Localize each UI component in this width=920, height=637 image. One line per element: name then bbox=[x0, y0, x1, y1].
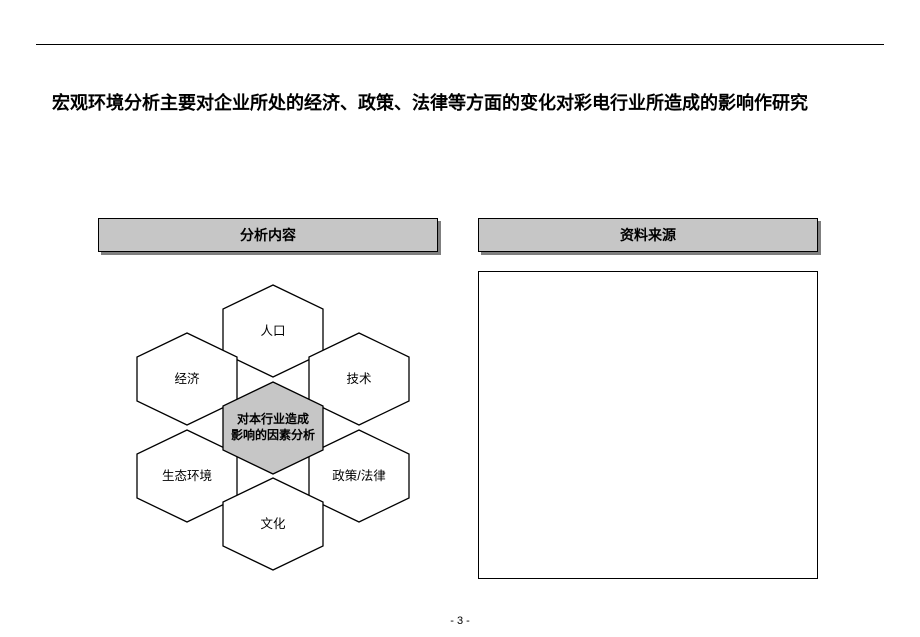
top-rule bbox=[36, 44, 884, 45]
hex-label-top-right: 技术 bbox=[346, 371, 371, 387]
hex-label-bottom-right: 政策/法律 bbox=[332, 468, 385, 484]
hex-label-center: 对本行业造成 影响的因素分析 bbox=[231, 412, 315, 443]
hex-diagram: 人口经济 技术生态环境 政策/法律文化 对本行业造成 影响的因素分析 bbox=[90, 275, 450, 585]
hex-bottom: 文化 bbox=[218, 476, 328, 572]
page-number: - 3 - bbox=[0, 615, 920, 627]
hex-label-bottom-left: 生态环境 bbox=[162, 468, 212, 484]
page-title: 宏观环境分析主要对企业所处的经济、政策、法律等方面的变化对彩电行业所造成的影响作… bbox=[52, 90, 860, 117]
hex-label-top-left: 经济 bbox=[174, 371, 199, 387]
right-header-label: 资料来源 bbox=[620, 225, 676, 245]
right-column-header: 资料来源 bbox=[478, 218, 818, 252]
hex-label-top: 人口 bbox=[260, 323, 285, 339]
left-header-label: 分析内容 bbox=[240, 225, 296, 245]
sources-box bbox=[478, 271, 818, 579]
hex-center: 对本行业造成 影响的因素分析 bbox=[218, 380, 328, 476]
left-column-header: 分析内容 bbox=[98, 218, 438, 252]
hex-label-bottom: 文化 bbox=[260, 516, 285, 532]
